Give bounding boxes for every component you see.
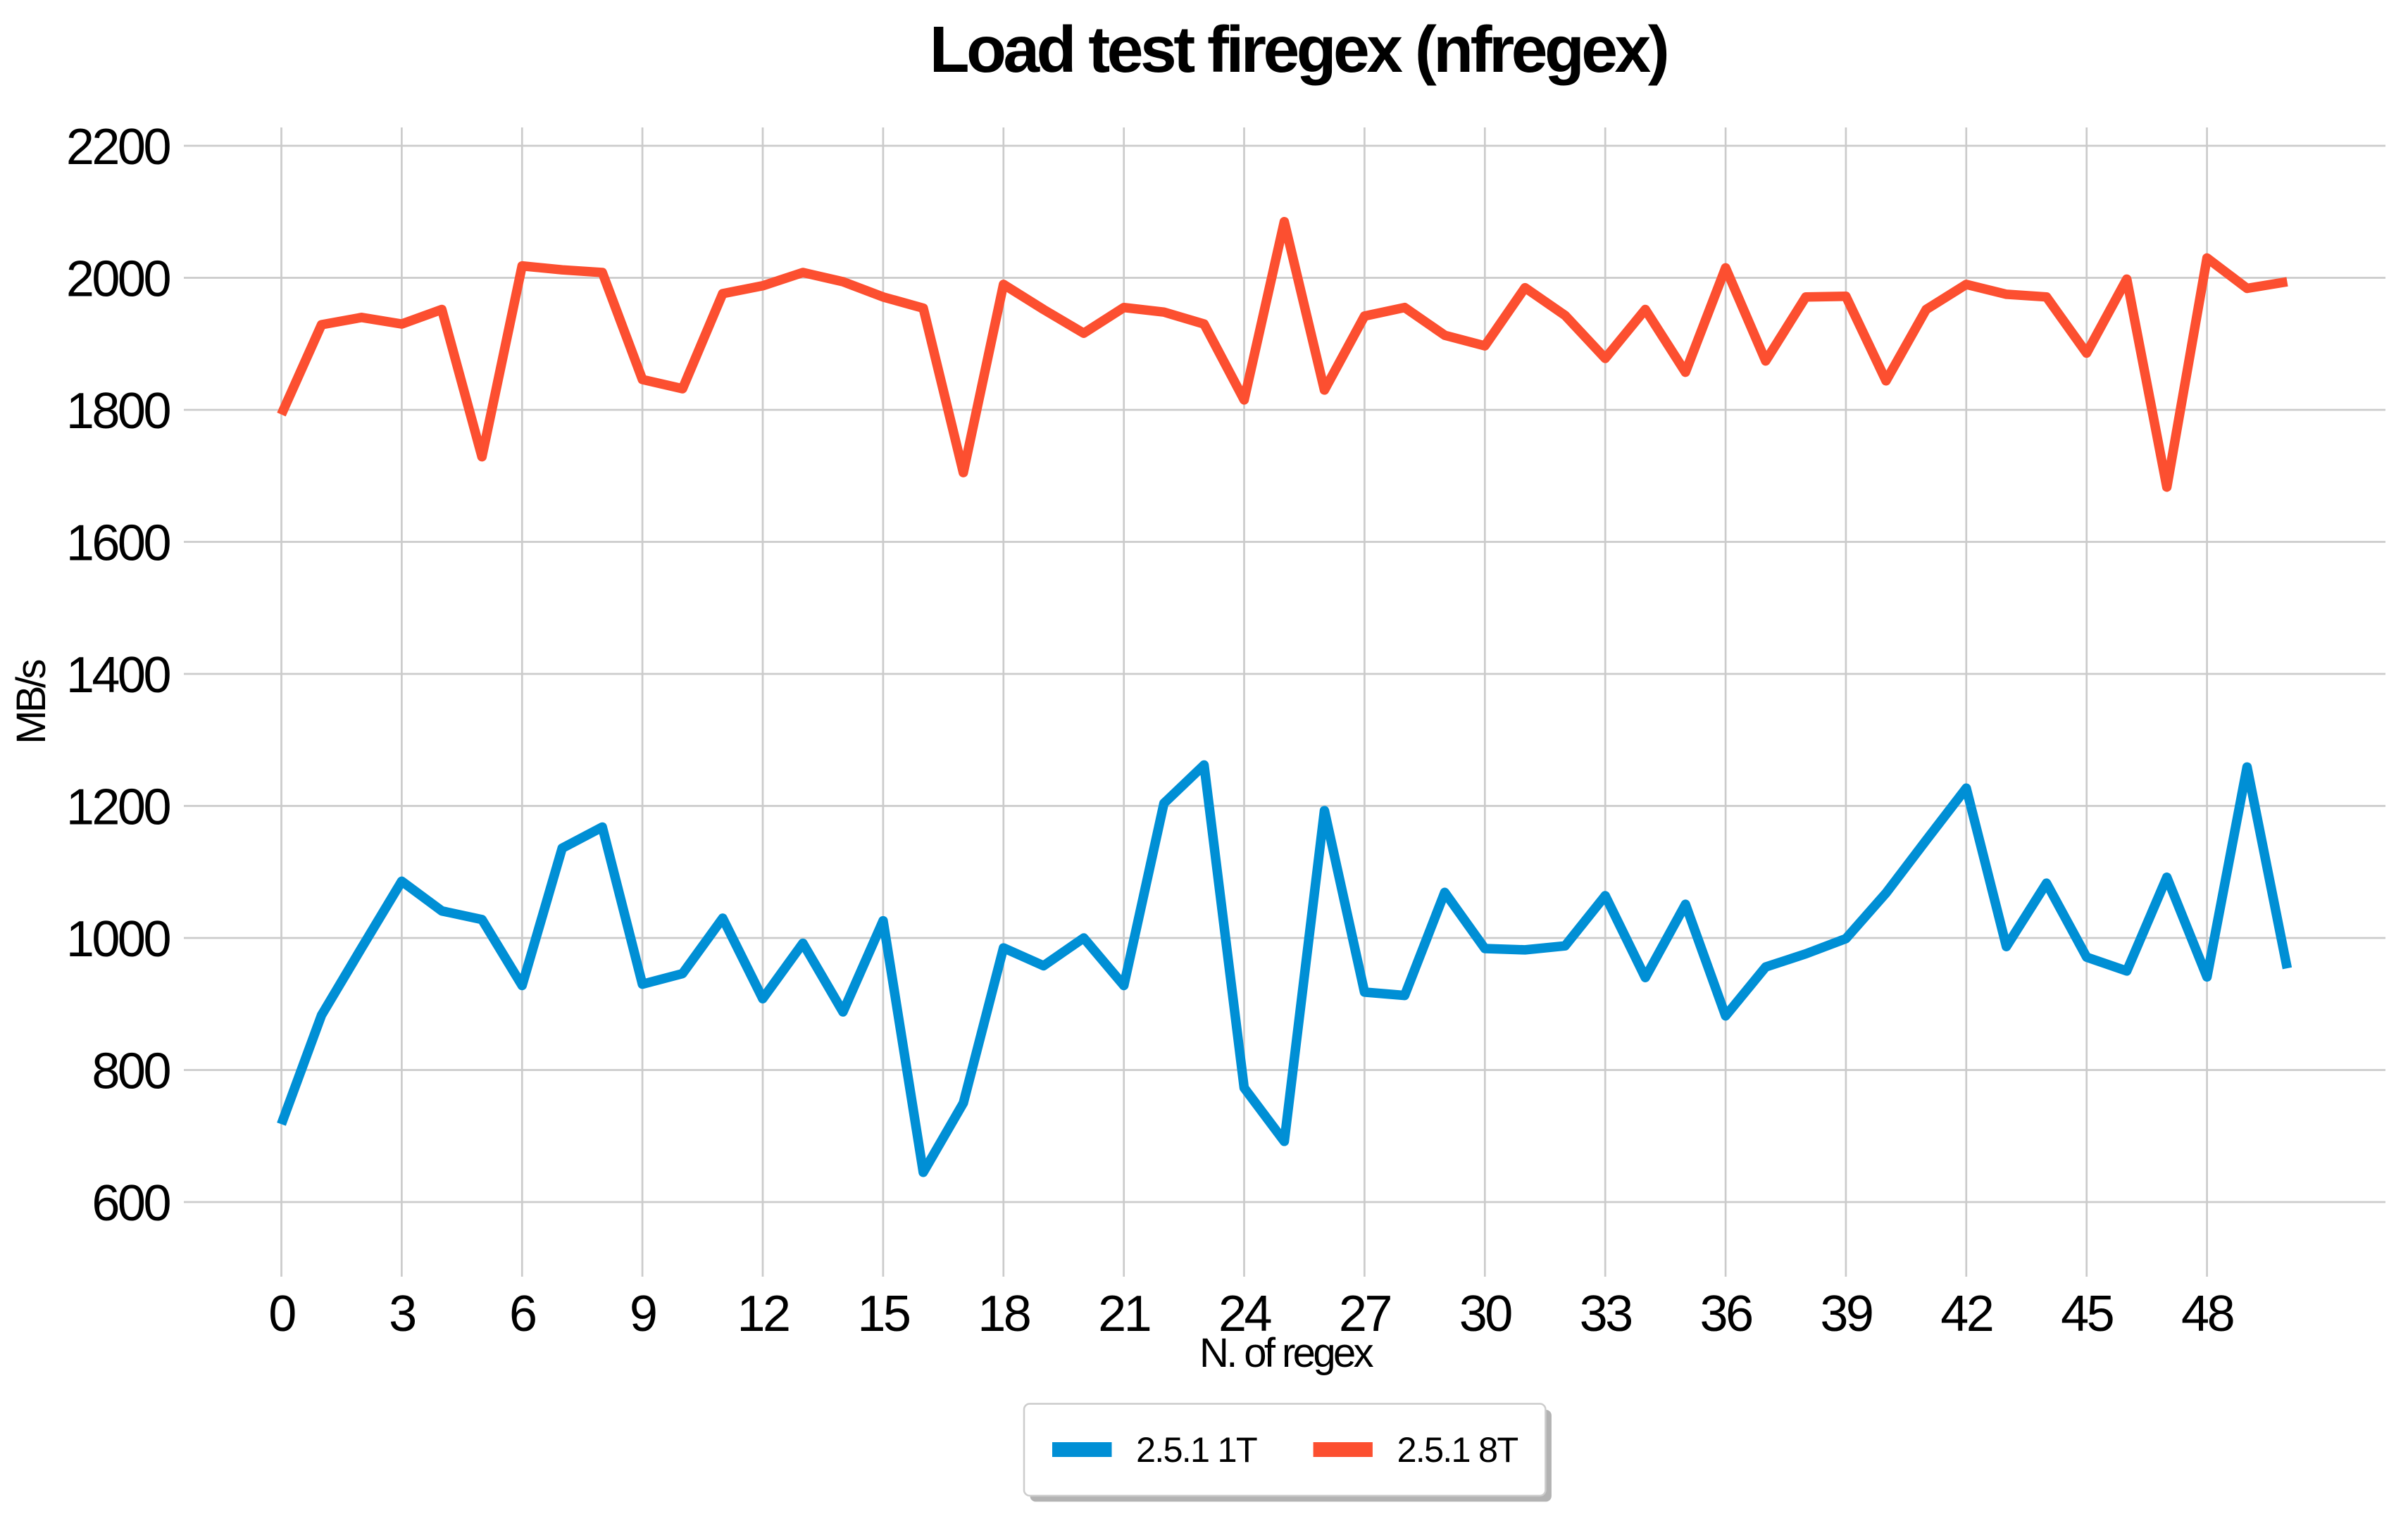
- svg-text:6: 6: [509, 1286, 535, 1342]
- svg-text:36: 36: [1700, 1286, 1752, 1342]
- svg-text:1800: 1800: [66, 383, 170, 439]
- svg-text:9: 9: [630, 1286, 656, 1342]
- svg-text:3: 3: [389, 1286, 415, 1342]
- svg-text:15: 15: [857, 1286, 910, 1342]
- svg-text:33: 33: [1580, 1286, 1632, 1342]
- svg-text:21: 21: [1098, 1286, 1150, 1342]
- svg-text:12: 12: [737, 1286, 789, 1342]
- svg-text:2.5.1 1T: 2.5.1 1T: [1136, 1429, 1257, 1470]
- svg-text:30: 30: [1459, 1286, 1512, 1342]
- svg-text:2000: 2000: [66, 251, 170, 308]
- svg-text:1400: 1400: [66, 647, 170, 703]
- svg-text:1600: 1600: [66, 515, 170, 572]
- svg-text:600: 600: [92, 1175, 170, 1232]
- svg-text:1200: 1200: [66, 780, 170, 836]
- svg-text:48: 48: [2181, 1286, 2233, 1342]
- svg-text:N. of regex: N. of regex: [1199, 1330, 1374, 1376]
- svg-text:Load test firegex (nfregex): Load test firegex (nfregex): [930, 13, 1667, 86]
- svg-text:42: 42: [1940, 1286, 1992, 1342]
- svg-text:0: 0: [268, 1286, 295, 1342]
- svg-text:1000: 1000: [66, 911, 170, 968]
- svg-text:2200: 2200: [66, 119, 170, 175]
- svg-text:2.5.1 8T: 2.5.1 8T: [1397, 1429, 1518, 1470]
- svg-text:45: 45: [2061, 1286, 2114, 1342]
- svg-text:27: 27: [1339, 1286, 1391, 1342]
- svg-text:MB/s: MB/s: [8, 661, 54, 744]
- svg-text:18: 18: [978, 1286, 1030, 1342]
- svg-text:24: 24: [1218, 1286, 1271, 1342]
- svg-text:800: 800: [92, 1044, 170, 1100]
- svg-text:39: 39: [1820, 1286, 1872, 1342]
